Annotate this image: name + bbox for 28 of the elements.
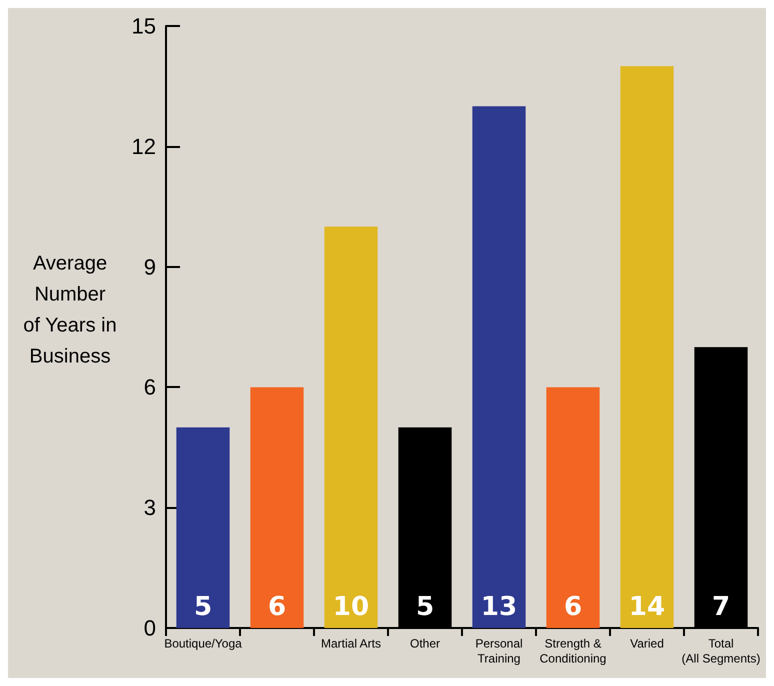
data-label: 6 — [268, 592, 286, 622]
y-tick-label: 6 — [144, 374, 156, 400]
data-label: 7 — [712, 592, 730, 622]
x-tick-label: Varied — [630, 636, 664, 650]
y-axis-title: Average Number of Years in Business — [23, 252, 117, 368]
bar — [620, 66, 674, 628]
data-label: 10 — [332, 592, 370, 622]
y-tick-label: 3 — [144, 495, 156, 520]
x-tick-label: Personal Training — [475, 636, 523, 666]
x-tick-label: Total (All Segments) — [682, 636, 760, 666]
bar — [324, 226, 378, 628]
data-label: 5 — [194, 592, 212, 622]
y-tick-label: 15 — [132, 14, 156, 38]
data-label: 13 — [480, 592, 518, 622]
data-label: 5 — [416, 592, 434, 622]
x-tick-label: Boutique/Yoga — [164, 636, 242, 650]
bar — [250, 387, 304, 628]
y-tick-label: 0 — [144, 616, 156, 640]
y-tick-label: 9 — [144, 254, 156, 280]
bar — [546, 387, 600, 628]
x-tick-label: Strength & Conditioning — [540, 636, 606, 666]
x-tick-label: Martial Arts — [320, 636, 382, 650]
y-tick-label: 12 — [132, 134, 156, 159]
bar — [176, 427, 230, 628]
bar — [472, 106, 526, 628]
data-label: 6 — [564, 592, 582, 622]
x-tick-label: Other — [410, 636, 440, 650]
data-label: 14 — [628, 592, 666, 622]
